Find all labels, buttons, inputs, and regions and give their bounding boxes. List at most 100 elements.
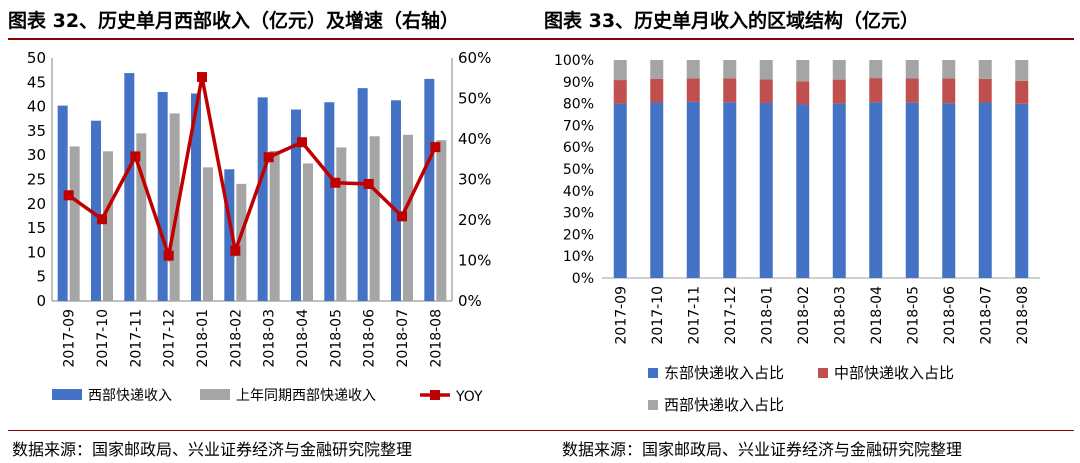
bar-west-revenue xyxy=(57,105,68,302)
bar-last-year-west-revenue xyxy=(69,146,80,301)
bar-segment-central xyxy=(1015,80,1029,104)
yoy-point xyxy=(397,211,407,222)
bar-segment-west xyxy=(686,60,700,79)
bar-west-revenue xyxy=(324,102,335,301)
x-tick-label: 2017-11 xyxy=(128,309,144,368)
bar-west-revenue xyxy=(391,100,401,301)
bar-segment-west xyxy=(942,60,956,79)
bar-last-year-west-revenue xyxy=(336,147,347,301)
bar-segment-central xyxy=(832,79,846,104)
y-tick-label: 60% xyxy=(563,140,594,156)
y-tick-label: 90% xyxy=(563,75,594,91)
x-tick-label: 2018-05 xyxy=(328,309,344,368)
legend-label-east: 东部快递收入占比 xyxy=(664,364,784,382)
y-tick-label: 30% xyxy=(563,206,594,222)
x-tick-label: 2018-08 xyxy=(1015,286,1031,345)
bar-last-year-west-revenue xyxy=(436,140,447,301)
bar-segment-east xyxy=(723,102,737,279)
data-source-right: 数据来源：国家邮政局、兴业证券经济与金融研究院整理 xyxy=(562,440,963,459)
bar-west-revenue xyxy=(257,97,268,301)
y-tick-label: 50% xyxy=(563,162,594,178)
yoy-point xyxy=(130,151,141,162)
x-tick-label: 2018-01 xyxy=(759,286,775,345)
yoy-point xyxy=(297,137,307,148)
bar-segment-east xyxy=(832,103,846,278)
x-tick-label: 2017-11 xyxy=(686,286,702,345)
bar-last-year-west-revenue xyxy=(236,183,247,301)
legend-label-central: 中部快递收入占比 xyxy=(834,364,954,382)
yoy-point xyxy=(263,152,274,163)
bar-segment-east xyxy=(650,102,664,278)
yoy-point xyxy=(230,245,241,256)
bar-last-year-west-revenue xyxy=(169,113,180,302)
y-tick-label: 80% xyxy=(563,97,594,113)
y-tick-label-left: 35 xyxy=(27,122,46,140)
y-tick-label: 0% xyxy=(572,271,594,287)
y-tick-label-left: 30 xyxy=(27,146,46,164)
bar-segment-east xyxy=(1015,103,1029,279)
bar-segment-east xyxy=(978,102,992,278)
yoy-point xyxy=(63,190,74,201)
bar-segment-central xyxy=(869,78,883,103)
x-tick-label: 2017-10 xyxy=(650,286,666,345)
x-tick-label: 2018-05 xyxy=(905,286,921,345)
y-tick-label-right: 20% xyxy=(458,211,491,229)
y-tick-label: 100% xyxy=(554,53,594,69)
bar-segment-central xyxy=(796,81,810,105)
yoy-point xyxy=(163,250,174,261)
legend-swatch-west-revenue xyxy=(52,389,82,400)
x-tick-label: 2018-07 xyxy=(978,286,994,345)
bar-segment-central xyxy=(942,78,956,104)
yoy-point xyxy=(330,177,341,188)
bar-segment-central xyxy=(905,78,919,103)
bar-segment-central xyxy=(978,78,992,103)
bar-segment-central xyxy=(759,79,773,103)
regional-structure-chart: 0% 10% 20% 30% 40% 50% 60% 70% 80% 90% 100% 2017-09… xyxy=(554,53,1040,414)
y-tick-label: 40% xyxy=(563,184,594,200)
bar-segment-central xyxy=(723,78,737,103)
bar-west-revenue xyxy=(224,169,235,301)
bar-segment-central xyxy=(686,78,700,102)
bar-segment-east xyxy=(613,103,627,278)
title-rule xyxy=(8,38,1074,40)
data-source-left: 数据来源：国家邮政局、兴业证券经济与金融研究院整理 xyxy=(12,440,413,459)
bar-segment-central xyxy=(650,78,664,103)
bar-west-revenue xyxy=(424,78,435,301)
yoy-line xyxy=(67,76,437,263)
bar-west-revenue xyxy=(91,120,101,301)
bar-segment-east xyxy=(759,102,773,278)
y-tick-label: 20% xyxy=(563,227,594,243)
bar-segment-west xyxy=(905,60,919,79)
y-tick-label-right: 50% xyxy=(458,90,491,108)
legend-label-west-revenue: 西部快递收入 xyxy=(88,388,172,404)
x-tick-label: 2018-08 xyxy=(428,309,444,368)
x-tick-label: 2017-12 xyxy=(162,309,178,368)
bar-last-year-west-revenue xyxy=(369,136,380,301)
bar-segment-west xyxy=(613,60,627,81)
y-tick-label: 10% xyxy=(563,249,594,265)
legend-marker-yoy xyxy=(430,390,440,400)
y-tick-label-right: 0% xyxy=(458,292,482,310)
x-tick-label: 2018-06 xyxy=(942,286,958,345)
bar-segment-east xyxy=(869,102,883,279)
x-tick-label: 2018-04 xyxy=(295,309,311,368)
legend-label-yoy: YOY xyxy=(455,389,483,405)
x-tick-label: 2018-06 xyxy=(362,309,378,368)
y-tick-label-left: 40 xyxy=(27,98,46,116)
bar-segment-west xyxy=(869,60,883,79)
y-tick-label-left: 50 xyxy=(27,49,46,67)
bar-west-revenue xyxy=(291,109,301,302)
bar-last-year-west-revenue xyxy=(269,150,280,301)
source-rule xyxy=(8,430,1074,431)
legend-swatch-west xyxy=(648,400,658,410)
legend-label-last-year: 上年同期西部快递收入 xyxy=(236,388,376,404)
x-tick-label: 2018-02 xyxy=(796,286,812,345)
bar-segment-east xyxy=(686,101,700,278)
legend-swatch-central xyxy=(818,368,828,378)
x-tick-label: 2018-02 xyxy=(228,309,244,368)
x-tick-label: 2018-07 xyxy=(395,309,411,368)
yoy-point xyxy=(430,142,441,153)
x-tick-label: 2018-04 xyxy=(869,286,885,345)
bar-segment-west xyxy=(978,60,992,79)
yoy-point xyxy=(363,178,374,189)
